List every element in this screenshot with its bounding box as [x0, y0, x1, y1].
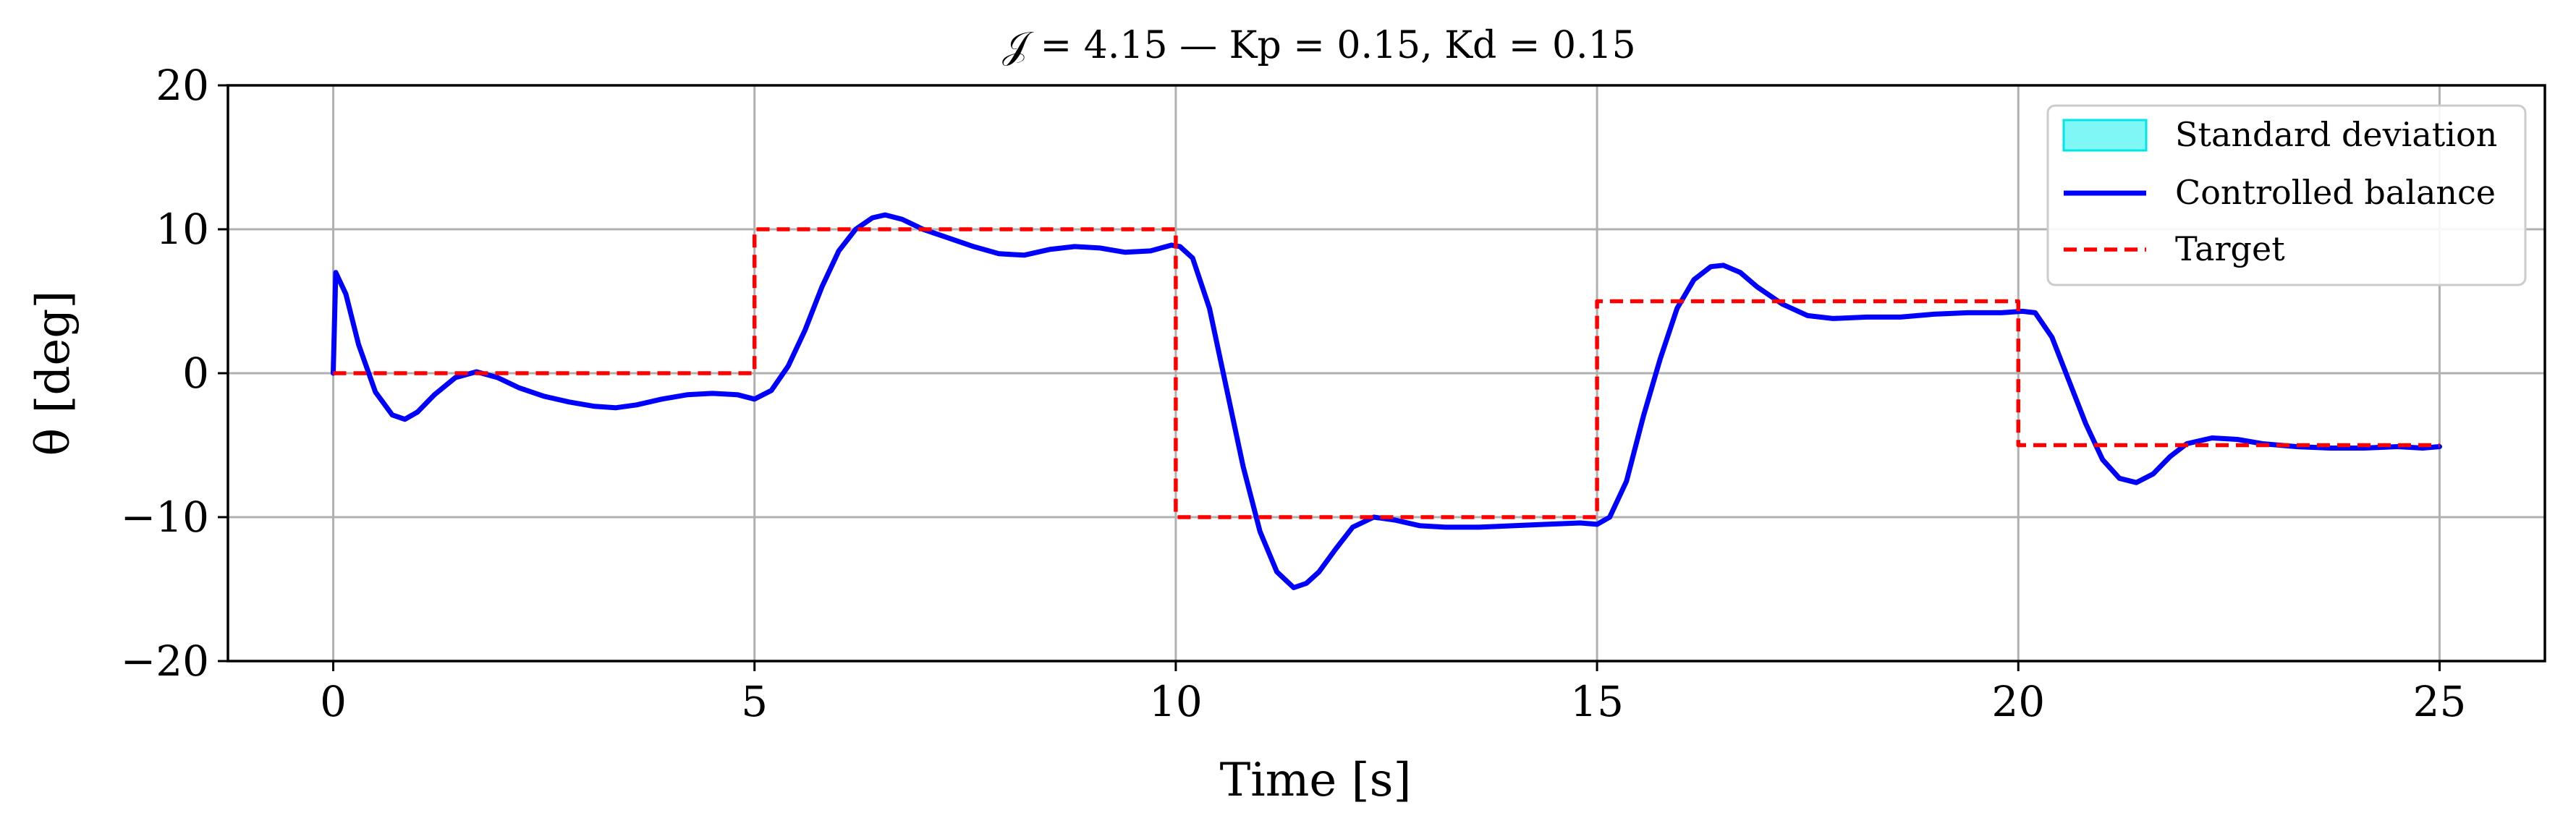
target-series-line [333, 227, 2440, 519]
legend-target-label: Target [2175, 229, 2285, 268]
x-tick-label: 5 [741, 677, 768, 726]
x-tick-label: 20 [1991, 677, 2045, 726]
y-axis-label: θ [deg] [27, 291, 80, 456]
legend: Standard deviation Controlled balance Ta… [2046, 104, 2527, 286]
x-tick-label: 25 [2413, 677, 2467, 726]
y-tick-label: 10 [156, 205, 209, 254]
x-tick-label: 0 [320, 677, 347, 726]
y-tick-label: −20 [121, 636, 209, 686]
legend-std-swatch [2062, 119, 2148, 152]
plot-frame [226, 84, 2546, 663]
x-axis-label: Time [s] [1220, 754, 1412, 807]
x-tick-label: 15 [1570, 677, 1624, 726]
controlled-balance-series-line [331, 212, 2442, 590]
y-tick-label: 0 [182, 349, 209, 398]
legend-std-label: Standard deviation [2175, 115, 2497, 154]
chart-title: 𝒥 = 4.15 — Kp = 0.15, Kd = 0.15 [1002, 24, 1636, 67]
legend-controlled-label: Controlled balance [2175, 173, 2496, 212]
plot-series [331, 212, 2442, 590]
y-tick-label: 20 [156, 61, 209, 110]
legend-box [2046, 104, 2527, 286]
y-tick-label: −10 [121, 493, 209, 542]
axis-ticks: 0 5 10 15 20 25 −20 −10 0 10 20 [121, 61, 2467, 726]
x-tick-label: 10 [1149, 677, 1203, 726]
